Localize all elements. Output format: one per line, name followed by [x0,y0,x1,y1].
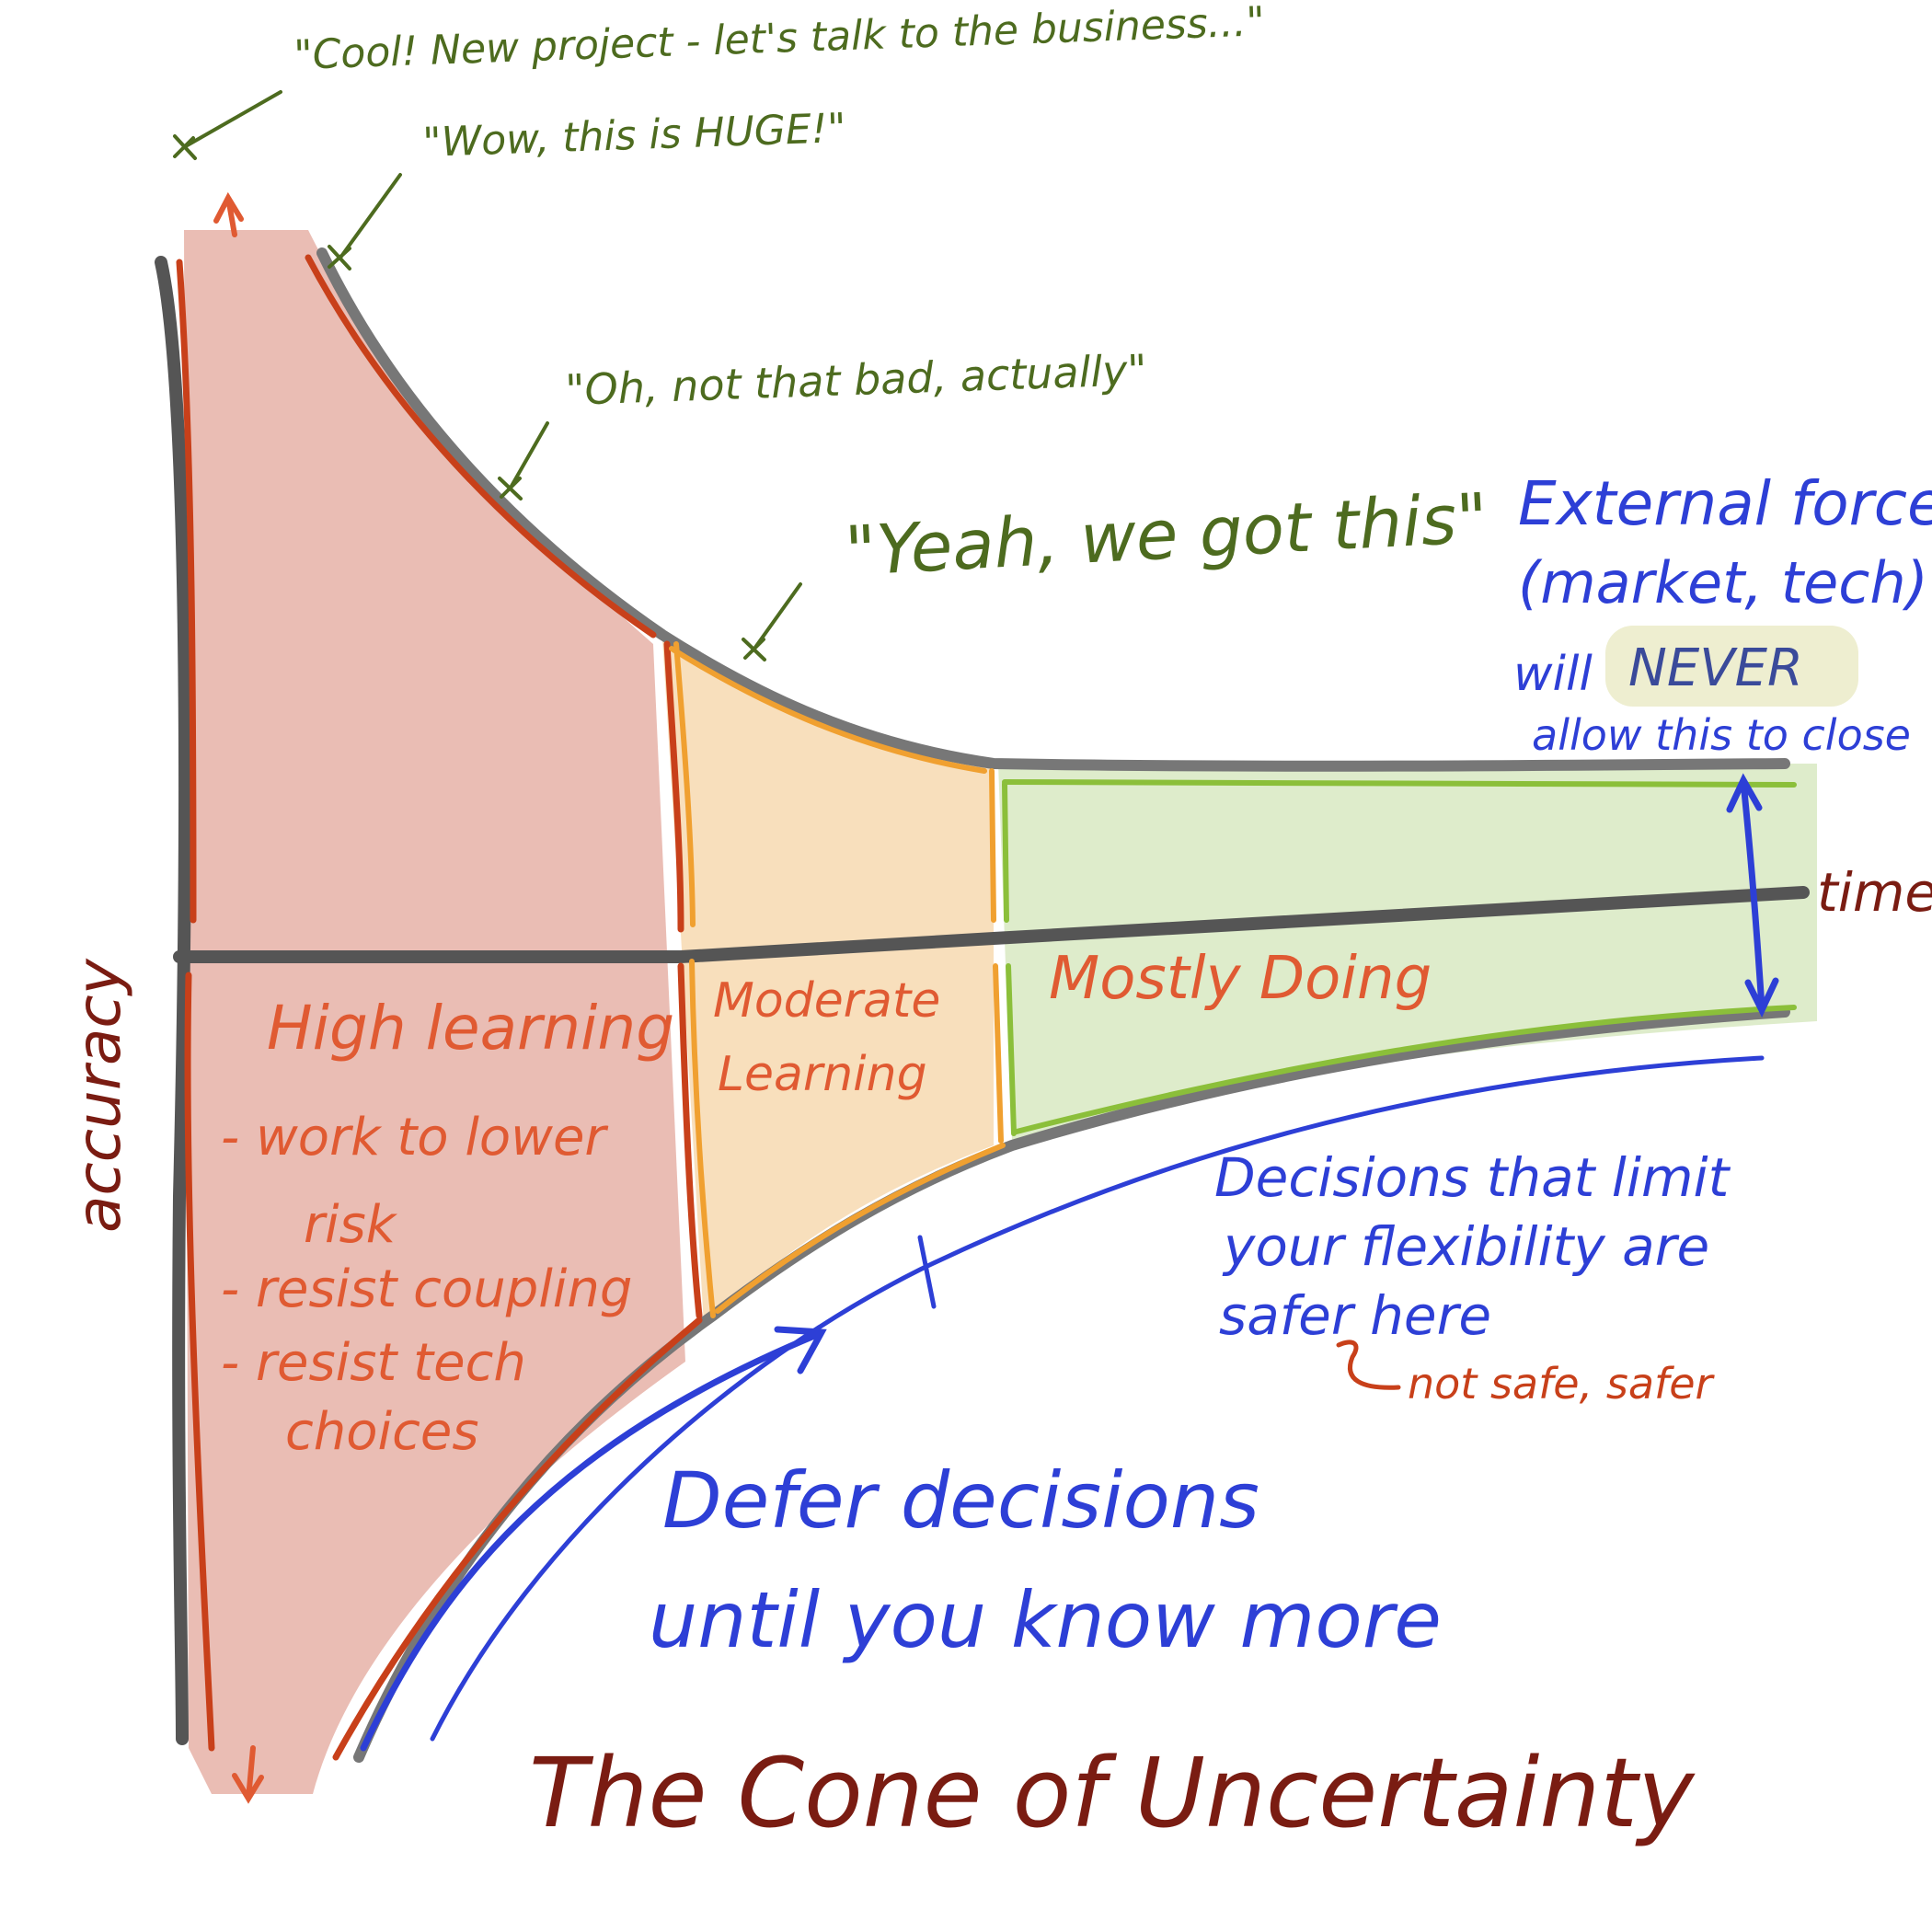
high-learning-zone [184,230,685,1794]
high-learning-upper-border [305,254,657,638]
y-axis-line [155,256,191,1745]
high-learning-bullet-3-cont: choices [285,1402,479,1462]
defer-arrow [360,1326,827,1752]
accuracy-axis-label: accuracy [63,958,134,1233]
flexibility-curve-tick [917,1235,937,1309]
never-highlight [1605,626,1858,707]
pointer-q3 [498,421,549,500]
flexibility-curve [430,1055,1765,1742]
diagram-title: The Cone of Uncertainty [529,1737,1696,1849]
high-learning-title: High learning [267,993,674,1064]
defer-line1: Defer decisions [662,1455,1259,1546]
quote-pointer-arrows [173,90,802,661]
never-close-double-arrow [1726,773,1779,1018]
moderate-learning-zone [662,639,994,1325]
moderate-upper-border [669,646,987,774]
pointer-q1 [173,90,282,160]
time-axis-label: time [1817,861,1932,924]
moderate-learning-title-1: Moderate [713,973,940,1029]
quote-we-got-this: "Yeah, we got this" [843,478,1489,591]
time-axis-line [173,886,1810,963]
decisions-note-line1: Decisions that limit [1214,1146,1731,1209]
pointer-q4 [742,582,802,661]
high-learning-bullet-3: - resist tech [221,1333,526,1393]
high-learning-bullet-1: - work to lower [221,1108,608,1167]
doing-left-border [1002,781,1017,1136]
external-forces-never: NEVER [1628,638,1803,698]
decisions-note-line3: safer here [1219,1284,1491,1347]
cone-upper-boundary [316,247,1790,772]
doing-lower-border [1014,1005,1797,1134]
up-arrow-red [213,191,244,237]
external-forces-line1: External forces [1518,468,1932,539]
high-learning-left-border [176,259,215,1752]
mostly-doing-title: Mostly Doing [1049,945,1432,1013]
external-forces-line2: (market, tech) [1518,549,1928,616]
quote-not-that-bad: "Oh, not that bad, actually" [564,345,1147,415]
decisions-note-aside: not safe, safer [1408,1359,1715,1409]
high-learning-bullet-2: - resist coupling [221,1259,632,1319]
aside-pointer [1336,1340,1401,1390]
defer-line2: until you know more [649,1575,1442,1665]
moderate-lower-border [715,1143,1006,1314]
pointer-q2 [328,173,402,270]
decisions-note-line2: your flexibility are [1222,1215,1709,1278]
down-arrow-red [232,1745,264,1804]
quote-cool-new-project: "Cool! New project - let's talk to the b… [293,0,1266,79]
high-learning-bullet-1-cont: risk [304,1195,398,1255]
quote-wow-huge: "Wow, this is HUGE!" [422,105,847,167]
high-learning-lower-border [332,1317,703,1761]
moderate-left-border [673,641,716,1318]
moderate-right-border [989,768,1004,1144]
moderate-learning-title-2: Learning [718,1047,927,1102]
external-forces-line3-pre: will [1513,647,1593,702]
high-learning-right-border [663,640,703,1319]
external-forces-line4: allow this to close [1532,710,1911,760]
mostly-doing-zone [998,764,1817,1141]
doing-upper-border [1002,779,1797,788]
